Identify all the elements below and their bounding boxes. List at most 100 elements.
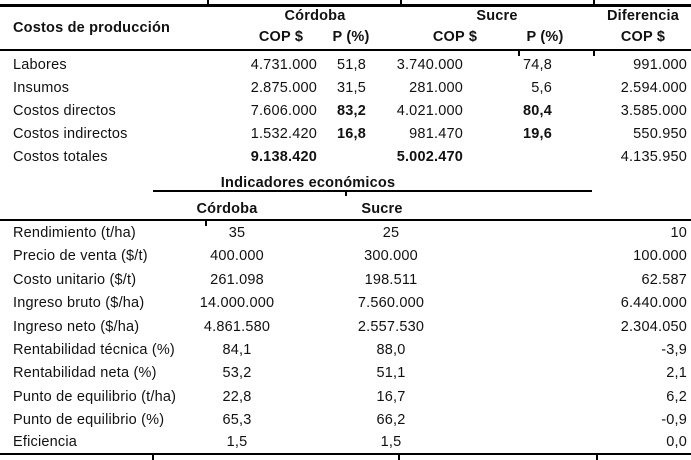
column-group-sucre: Sucre bbox=[476, 8, 518, 24]
cell-cordoba: 400.000 bbox=[210, 248, 264, 264]
table-row: Rendimiento (t/ha) 35 25 10 bbox=[0, 222, 691, 244]
cell-label: Punto de equilibrio (%) bbox=[13, 412, 165, 428]
cell-diferencia: 550.950 bbox=[633, 126, 687, 142]
cell-diferencia: 991.000 bbox=[633, 57, 687, 73]
cell-diferencia: -3,9 bbox=[661, 342, 687, 358]
cell-label: Labores bbox=[13, 57, 67, 73]
cell-diferencia: 62.587 bbox=[641, 272, 687, 288]
cell-cordoba-cop: 4.731.000 bbox=[250, 57, 317, 73]
cell-sucre-cop: 981.470 bbox=[409, 126, 463, 142]
bottom-border-line bbox=[0, 453, 691, 455]
cell-sucre: 300.000 bbox=[364, 248, 418, 264]
table-row: Costos totales 9.138.420 5.002.470 4.135… bbox=[0, 146, 691, 168]
table-row: Eficiencia 1,5 1,5 0,0 bbox=[0, 431, 691, 453]
cell-label: Ingreso bruto ($/ha) bbox=[13, 295, 145, 311]
table-row: Rentabilidad técnica (%) 84,1 88,0 -3,9 bbox=[0, 339, 691, 361]
border-tick bbox=[593, 50, 595, 56]
cell-cordoba-cop: 9.138.420 bbox=[250, 149, 317, 165]
cell-cordoba-cop: 7.606.000 bbox=[250, 103, 317, 119]
cell-sucre-p: 80,4 bbox=[522, 103, 552, 119]
cell-cordoba: 261.098 bbox=[210, 272, 264, 288]
cell-sucre: 66,2 bbox=[376, 412, 406, 428]
cell-diferencia: 10 bbox=[670, 225, 687, 241]
table-row: Costos directos 7.606.000 83,2 4.021.000… bbox=[0, 100, 691, 122]
table-row: Ingreso neto ($/ha) 4.861.580 2.557.530 … bbox=[0, 316, 691, 338]
cell-sucre-p: 74,8 bbox=[522, 57, 552, 73]
cell-sucre-p: 19,6 bbox=[522, 126, 552, 142]
column-header-p-cordoba: P (%) bbox=[332, 29, 370, 45]
cell-diferencia: 2.304.050 bbox=[620, 319, 687, 335]
cell-diferencia: 3.585.000 bbox=[620, 103, 687, 119]
cell-label: Costos directos bbox=[13, 103, 116, 119]
column-group-diferencia: Diferencia bbox=[606, 8, 680, 24]
table-row: Labores 4.731.000 51,8 3.740.000 74,8 99… bbox=[0, 54, 691, 76]
cell-cordoba: 53,2 bbox=[222, 365, 252, 381]
column-header-cop-cordoba: COP $ bbox=[258, 29, 304, 45]
border-tick bbox=[205, 220, 207, 226]
cell-cordoba-p: 31,5 bbox=[336, 80, 366, 96]
cell-sucre: 198.511 bbox=[364, 272, 418, 288]
column-header-cop-diferencia: COP $ bbox=[620, 29, 666, 45]
cell-sucre: 16,7 bbox=[376, 389, 406, 405]
cell-sucre: 88,0 bbox=[376, 342, 406, 358]
cell-diferencia: 6,2 bbox=[666, 389, 687, 405]
cell-cordoba-cop: 2.875.000 bbox=[250, 80, 317, 96]
cell-cordoba: 1,5 bbox=[226, 434, 248, 450]
cell-cordoba-cop: 1.532.420 bbox=[250, 126, 317, 142]
cell-cordoba-p: 16,8 bbox=[336, 126, 366, 142]
cell-diferencia: 4.135.950 bbox=[620, 149, 687, 165]
table-row: Punto de equilibrio (t/ha) 22,8 16,7 6,2 bbox=[0, 386, 691, 408]
cell-label: Eficiencia bbox=[13, 434, 78, 450]
header-separator-line bbox=[0, 49, 691, 51]
column-header-cop-sucre: COP $ bbox=[432, 29, 478, 45]
table-row: Ingreso bruto ($/ha) 14.000.000 7.560.00… bbox=[0, 292, 691, 314]
table-title: Costos de producción bbox=[13, 20, 171, 36]
cell-diferencia: 100.000 bbox=[633, 248, 687, 264]
cell-diferencia: -0,9 bbox=[661, 412, 687, 428]
cell-sucre-cop: 4.021.000 bbox=[396, 103, 463, 119]
cell-sucre-cop: 3.740.000 bbox=[396, 57, 463, 73]
cell-sucre: 2.557.530 bbox=[357, 319, 425, 335]
table-row: Insumos 2.875.000 31,5 281.000 5,6 2.594… bbox=[0, 77, 691, 99]
cell-sucre-cop: 281.000 bbox=[409, 80, 463, 96]
cell-label: Costos totales bbox=[13, 149, 108, 165]
cell-sucre: 1,5 bbox=[380, 434, 402, 450]
cell-label: Rentabilidad técnica (%) bbox=[13, 342, 175, 358]
cell-sucre: 7.560.000 bbox=[357, 295, 425, 311]
cell-cordoba-p: 51,8 bbox=[336, 57, 366, 73]
cell-diferencia: 6.440.000 bbox=[620, 295, 687, 311]
table-row: Precio de venta ($/t) 400.000 300.000 10… bbox=[0, 245, 691, 267]
cell-sucre: 25 bbox=[382, 225, 400, 241]
table-row: Punto de equilibrio (%) 65,3 66,2 -0,9 bbox=[0, 409, 691, 431]
cell-cordoba-p: 83,2 bbox=[336, 103, 366, 119]
border-tick bbox=[152, 454, 154, 460]
cell-sucre: 51,1 bbox=[376, 365, 406, 381]
indicators-column-sucre: Sucre bbox=[361, 201, 403, 217]
cell-label: Insumos bbox=[13, 80, 70, 96]
cell-label: Costos indirectos bbox=[13, 126, 128, 142]
border-tick bbox=[593, 0, 595, 4]
indicators-title-underline bbox=[153, 190, 592, 192]
indicators-section-title: Indicadores económicos bbox=[220, 175, 396, 191]
table-row: Rentabilidad neta (%) 53,2 51,1 2,1 bbox=[0, 362, 691, 384]
indicators-header-line bbox=[0, 219, 691, 221]
border-tick bbox=[207, 0, 209, 4]
table-row: Costos indirectos 1.532.420 16,8 981.470… bbox=[0, 123, 691, 145]
border-tick bbox=[518, 50, 520, 56]
border-tick bbox=[398, 454, 400, 460]
cell-cordoba: 14.000.000 bbox=[199, 295, 275, 311]
border-tick bbox=[400, 0, 402, 4]
top-border-line bbox=[0, 4, 691, 7]
cell-cordoba: 65,3 bbox=[222, 412, 252, 428]
cell-cordoba: 22,8 bbox=[222, 389, 252, 405]
cell-cordoba: 35 bbox=[228, 225, 246, 241]
cell-label: Rendimiento (t/ha) bbox=[13, 225, 136, 241]
cell-cordoba: 84,1 bbox=[222, 342, 252, 358]
cell-cordoba: 4.861.580 bbox=[203, 319, 271, 335]
column-group-cordoba: Córdoba bbox=[284, 8, 346, 24]
cell-sucre-cop: 5.002.470 bbox=[396, 149, 463, 165]
border-tick bbox=[345, 191, 347, 196]
cell-label: Ingreso neto ($/ha) bbox=[13, 319, 140, 335]
cell-diferencia: 2,1 bbox=[666, 365, 687, 381]
